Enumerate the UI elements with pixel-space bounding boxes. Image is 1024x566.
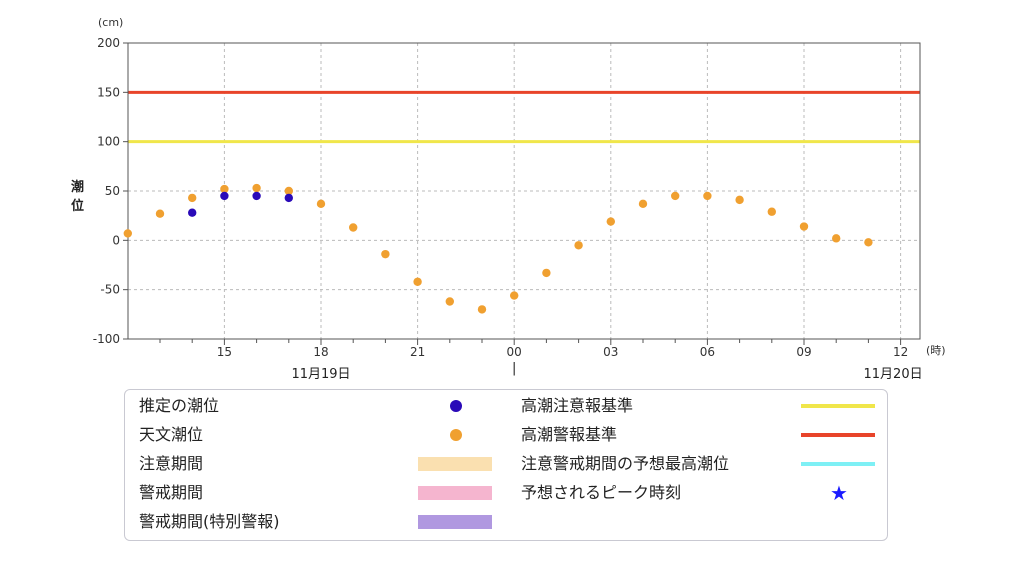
y-tick-label: 0 bbox=[112, 233, 120, 247]
legend-label-astronomical-tide: 天文潮位 bbox=[139, 425, 204, 444]
x-tick-label: 21 bbox=[410, 345, 425, 359]
legend-label-storm-surge-warning: 高潮警報基準 bbox=[521, 425, 618, 444]
data-point bbox=[220, 191, 229, 201]
star-icon: ★ bbox=[830, 481, 848, 505]
legend-label-forecast-max-tide: 注意警戒期間の予想最高潮位 bbox=[521, 454, 730, 473]
legend-label-peak-time: 予想されるピーク時刻 bbox=[521, 483, 682, 502]
x-tick-label: 03 bbox=[603, 345, 618, 359]
data-point bbox=[381, 249, 390, 259]
data-point bbox=[703, 191, 712, 201]
y-tick-label: 150 bbox=[97, 85, 120, 99]
data-point bbox=[252, 183, 261, 193]
tide-chart: 200 150 100 50 0 -50 -100 15 18 21 00 03 06 09 12 11月19… bbox=[71, 16, 946, 382]
date-label-day2: 11月20日 bbox=[864, 367, 923, 382]
x-tick-label: 09 bbox=[796, 345, 811, 359]
y-tick-label: 100 bbox=[97, 135, 120, 149]
date-label-day1: 11月19日 bbox=[291, 367, 350, 382]
data-point bbox=[864, 238, 873, 247]
legend-label-warning-period: 警戒期間 bbox=[139, 483, 204, 502]
x-tick-label: 00 bbox=[507, 345, 522, 359]
y-unit-label: (cm) bbox=[98, 16, 123, 29]
grid bbox=[128, 43, 920, 339]
y-tick-label: 50 bbox=[105, 184, 120, 198]
data-point bbox=[220, 184, 229, 194]
data-point bbox=[284, 193, 293, 203]
x-tick-label: 06 bbox=[700, 345, 715, 359]
y-axis-label-2: 位 bbox=[71, 198, 84, 214]
legend-swatch-warning-period bbox=[418, 486, 492, 500]
x-tick-label: 15 bbox=[217, 345, 232, 359]
data-point bbox=[638, 199, 648, 209]
legend-line-storm-surge-advisory bbox=[801, 404, 875, 408]
x-tick-label: 18 bbox=[313, 345, 328, 359]
data-point bbox=[413, 277, 422, 286]
legend-line-storm-surge-warning bbox=[801, 433, 875, 437]
date-divider: | bbox=[512, 361, 516, 376]
data-point bbox=[188, 208, 197, 217]
data-point bbox=[123, 229, 132, 238]
data-point bbox=[832, 234, 841, 243]
data-point bbox=[767, 207, 776, 216]
data-point bbox=[252, 191, 261, 201]
data-point bbox=[349, 223, 358, 232]
legend-label-caution-period: 注意期間 bbox=[139, 454, 204, 473]
data-point bbox=[155, 209, 165, 218]
x-unit-label: (時) bbox=[926, 344, 946, 357]
x-tick-label: 12 bbox=[893, 345, 908, 359]
legend-label-special-warning-period: 警戒期間(特別警報) bbox=[139, 512, 280, 531]
data-point bbox=[542, 268, 551, 278]
legend-marker-astronomical-tide bbox=[450, 429, 462, 441]
legend: 推定の潮位 天文潮位 注意期間 警戒期間 警戒期間(特別警報) 高潮注意報基準 … bbox=[124, 389, 888, 541]
axes: 200 150 100 50 0 -50 -100 15 18 21 00 03 06 09 12 11月19… bbox=[93, 36, 923, 382]
data-point bbox=[671, 191, 680, 201]
legend-marker-estimated-tide bbox=[450, 400, 462, 412]
y-tick-label: -50 bbox=[100, 283, 120, 297]
legend-line-forecast-max-tide bbox=[801, 462, 875, 466]
data-point bbox=[445, 297, 454, 306]
data-point bbox=[510, 291, 519, 300]
legend-swatch-special-warning-period bbox=[418, 515, 492, 529]
legend-label-storm-surge-advisory: 高潮注意報基準 bbox=[521, 396, 634, 415]
y-tick-label: 200 bbox=[97, 36, 120, 50]
legend-swatch-caution-period bbox=[418, 457, 492, 471]
threshold-lines bbox=[128, 90, 920, 144]
data-point bbox=[574, 241, 583, 250]
data-point bbox=[188, 193, 197, 203]
data-point bbox=[606, 217, 615, 226]
legend-label-estimated-tide: 推定の潮位 bbox=[139, 396, 220, 415]
data-points bbox=[123, 183, 873, 314]
y-axis-label-1: 潮 bbox=[71, 179, 84, 195]
data-point bbox=[799, 222, 809, 231]
data-point bbox=[477, 305, 487, 314]
data-point bbox=[316, 199, 326, 209]
y-tick-label: -100 bbox=[93, 332, 120, 346]
data-point bbox=[284, 186, 293, 196]
data-point bbox=[735, 195, 744, 205]
